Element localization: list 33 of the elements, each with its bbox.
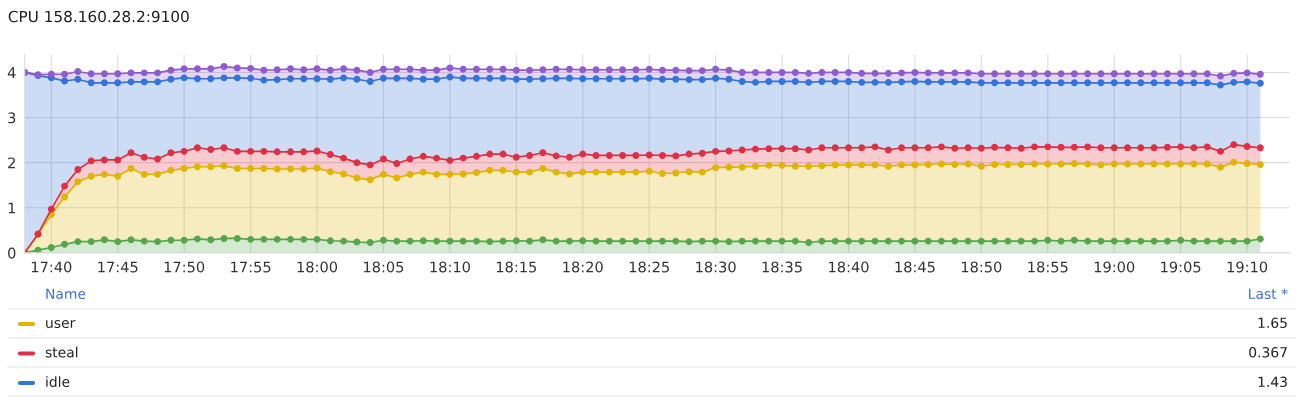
legend-label: steal [45, 346, 78, 358]
y-tick-label: 2 [8, 157, 15, 169]
x-tick-label: 18:40 [829, 261, 869, 273]
legend-label: user [46, 320, 76, 329]
x-tick-label: 19:00 [1094, 261, 1135, 273]
text: 1.65 [1258, 317, 1287, 329]
x-tick-label: 18:30 [696, 261, 736, 273]
y-tick-label: 4 [7, 67, 16, 78]
x-tick-label: 19:05 [1161, 261, 1201, 273]
x-tick-label: 19:10 [1227, 261, 1268, 273]
chart-title: CPU 158.160.28.2:9100 [8, 10, 189, 23]
y-tick-label: 3 [8, 112, 16, 124]
x-tick-label: 17:40 [31, 261, 72, 273]
text: Name [46, 288, 86, 300]
x-tick-label: 18:10 [430, 261, 470, 273]
y-tick-label: 0 [8, 247, 16, 259]
x-tick-label: 17:45 [98, 261, 138, 273]
legend-label: idle [46, 376, 70, 388]
x-tick-label: 18:35 [762, 261, 802, 273]
text: Last * [1249, 288, 1288, 300]
x-tick-label: 18:20 [563, 261, 603, 273]
text: 1.43 [1258, 376, 1287, 388]
x-tick-label: 17:55 [231, 261, 271, 273]
x-tick-label: 18:15 [496, 261, 537, 273]
text: 0.367 [1249, 347, 1287, 358]
x-tick-label: 18:45 [895, 261, 935, 273]
x-tick-label: 18:55 [1028, 261, 1068, 273]
x-tick-label: 18:50 [961, 261, 1002, 273]
x-tick-label: 18:00 [297, 261, 338, 273]
x-tick-label: 18:25 [629, 261, 669, 273]
x-tick-label: 17:50 [164, 261, 205, 273]
y-tick-label: 1 [8, 202, 16, 214]
x-tick-label: 18:05 [364, 261, 404, 273]
